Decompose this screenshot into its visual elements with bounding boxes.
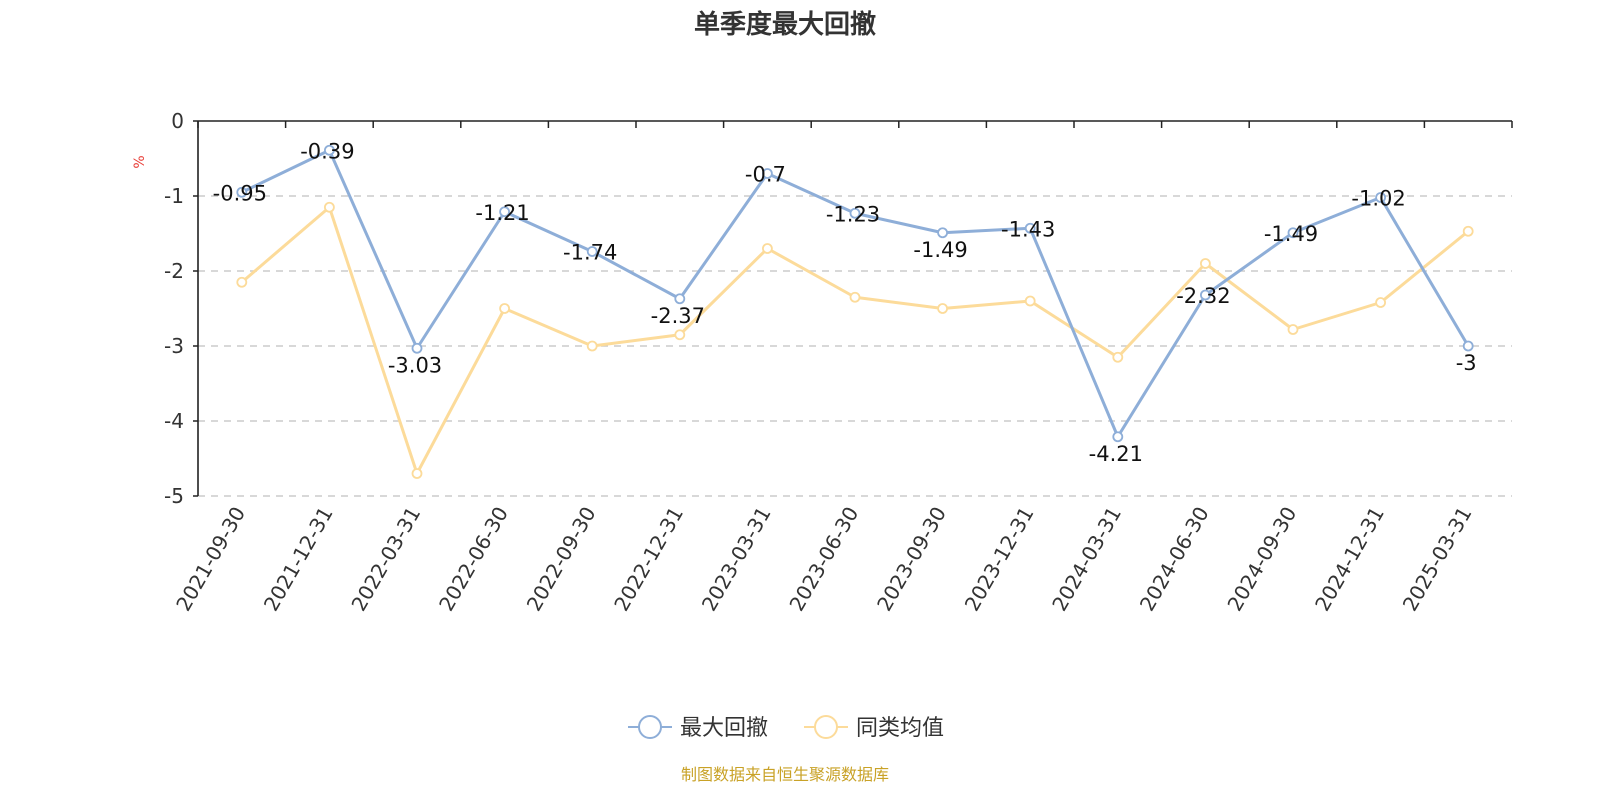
legend-marker	[814, 715, 838, 739]
y-axis-label: %	[132, 155, 148, 168]
data-label: -1.49	[913, 238, 967, 262]
data-label: -1.49	[1264, 222, 1318, 246]
series-point	[411, 342, 423, 354]
series-point	[1375, 297, 1386, 308]
series-point	[674, 329, 686, 341]
legend-marker	[638, 715, 662, 739]
chart-title: 单季度最大回撤	[694, 9, 876, 40]
series-point	[586, 340, 598, 352]
y-tick-label: 0	[171, 109, 184, 133]
data-label: -3	[1456, 351, 1477, 375]
series-point	[1024, 295, 1036, 307]
x-tick-label: 2025-03-31	[1398, 503, 1477, 616]
x-tick-label: 2021-09-30	[171, 503, 250, 616]
source-note: 制图数据来自恒生聚源数据库	[681, 765, 889, 784]
series-point	[236, 186, 248, 198]
data-label: -0.95	[213, 181, 267, 205]
y-tick-label: -4	[164, 409, 184, 433]
y-tick-label: -1	[164, 184, 184, 208]
data-label: -0.39	[300, 139, 354, 163]
series-point	[1287, 227, 1299, 239]
series-point	[586, 246, 598, 257]
series-point	[674, 293, 686, 305]
x-tick-label: 2024-09-30	[1222, 503, 1301, 616]
series-point	[762, 243, 773, 254]
x-tick-label: 2024-03-31	[1047, 503, 1126, 616]
series-point	[1112, 431, 1124, 443]
series-line	[240, 205, 1470, 475]
x-tick-label: 2023-09-30	[872, 503, 951, 616]
series-point	[937, 227, 948, 239]
data-label: -1.21	[475, 201, 529, 225]
series-point	[1200, 258, 1211, 269]
x-tick-label: 2022-06-30	[434, 502, 513, 615]
series-point	[1462, 340, 1474, 352]
legend-item[interactable]: 同类均值	[804, 715, 944, 741]
data-label: -4.21	[1089, 442, 1143, 466]
series-point	[499, 206, 511, 218]
x-tick-label: 2024-12-31	[1310, 503, 1389, 616]
legend[interactable]: 最大回撤 同类均值	[628, 715, 944, 741]
y-tick-label: -3	[164, 334, 184, 358]
x-tick-label: 2022-03-31	[346, 503, 425, 616]
data-label: -1.74	[563, 241, 617, 265]
data-labels: -0.95 -0.39 -3.03 -1.21 -1.74 -2.37 -0.7 -1.23 -…	[213, 139, 1477, 466]
series-point	[236, 276, 248, 288]
series-point	[411, 468, 423, 479]
series-point	[1024, 222, 1036, 234]
x-tick-label: 2023-03-31	[697, 503, 776, 616]
legend-label: 最大回撤	[680, 716, 768, 741]
x-tick-label: 2023-12-31	[960, 503, 1039, 616]
x-tick-label: 2022-09-30	[522, 503, 601, 616]
legend-item[interactable]: 最大回撤	[628, 715, 768, 741]
grid-lines	[198, 195, 1512, 497]
data-label: -1.43	[1001, 217, 1055, 241]
data-label: -0.7	[745, 163, 786, 187]
x-tick-label: 2023-06-30	[784, 503, 863, 616]
series-point	[1287, 324, 1299, 335]
series-point	[1375, 192, 1386, 203]
data-label: -3.03	[388, 353, 442, 377]
data-label: -1.23	[826, 202, 880, 226]
x-tick-label: 2022-12-31	[609, 503, 688, 616]
series-point	[323, 144, 335, 156]
data-label: -2.32	[1176, 284, 1230, 308]
x-tick-label: 2024-06-30	[1135, 503, 1214, 616]
series-point	[1112, 351, 1124, 363]
series-point	[499, 303, 511, 314]
series-point	[1200, 289, 1211, 301]
y-tick-label: -2	[164, 259, 184, 283]
series-point	[323, 201, 335, 213]
series-point	[849, 291, 861, 303]
series-point	[937, 303, 948, 314]
x-tick-label: 2021-12-31	[259, 503, 338, 616]
series-point	[849, 207, 861, 219]
series-point	[762, 168, 773, 179]
series-point	[1462, 225, 1474, 237]
data-label: -2.37	[651, 304, 705, 328]
legend-label: 同类均值	[856, 716, 944, 741]
series	[236, 144, 1474, 479]
data-label: -1.02	[1351, 187, 1405, 211]
y-tick-label: -5	[164, 484, 184, 508]
